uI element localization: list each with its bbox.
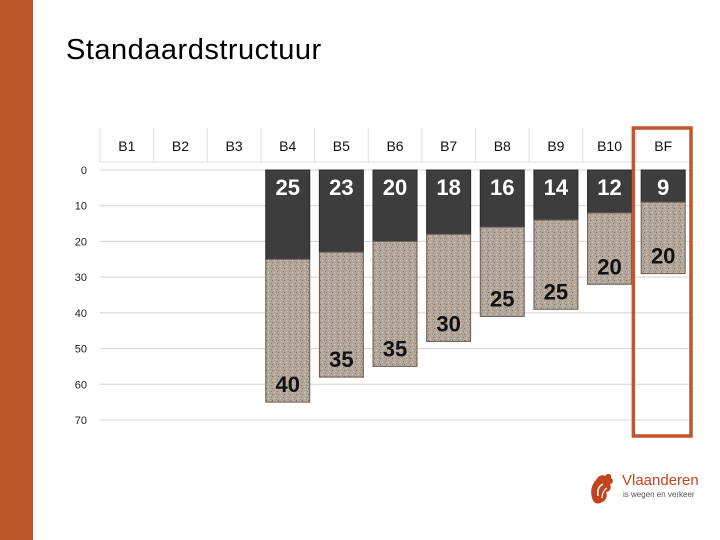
base-layer-value-label: 35 <box>383 336 407 361</box>
flemish-lion-icon <box>591 473 613 504</box>
accent-bar <box>0 0 33 540</box>
top-layer-value-label: 14 <box>544 175 569 200</box>
top-layer-bar <box>587 169 633 214</box>
top-layer-value-label: 25 <box>275 175 299 200</box>
y-tick-label: 0 <box>81 165 87 177</box>
top-layer-value-label: 18 <box>436 175 460 200</box>
top-layer-value-label: 16 <box>490 175 514 200</box>
top-layer-bar <box>426 169 472 235</box>
top-layer-bar <box>318 169 364 253</box>
base-layer-value-label: 40 <box>275 372 299 397</box>
top-layer-value-label: 20 <box>383 175 407 200</box>
base-layer-value-label: 20 <box>651 244 675 269</box>
x-category-label: B6 <box>386 138 403 154</box>
y-tick-label: 50 <box>75 344 87 356</box>
x-category-label: B7 <box>440 138 457 154</box>
x-category-label: B4 <box>279 138 296 154</box>
x-category-label: BF <box>654 138 672 154</box>
logo-tagline: is wegen en verkeer <box>623 490 695 499</box>
base-layer-bar <box>265 258 311 403</box>
x-category-label: B3 <box>226 138 243 154</box>
top-layer-bar <box>479 169 525 228</box>
base-layer-bar <box>318 251 364 378</box>
base-layer-value-label: 30 <box>436 311 460 336</box>
x-category-label: B2 <box>172 138 189 154</box>
y-tick-label: 10 <box>75 201 87 213</box>
base-layer-value-label: 25 <box>544 279 568 304</box>
base-layer-value-label: 35 <box>329 347 353 372</box>
base-layer-value-label: 25 <box>490 286 514 311</box>
highlight-frame <box>631 126 693 438</box>
x-category-label: B8 <box>494 138 511 154</box>
x-category-label: B10 <box>597 138 622 154</box>
slide-title: Standaardstructuur <box>66 34 322 66</box>
logo-name: Vlaanderen <box>622 472 699 489</box>
top-layer-value-label: 9 <box>657 175 669 200</box>
x-category-label: B1 <box>118 138 135 154</box>
vlaanderen-logo: Vlaanderen is wegen en verkeer <box>584 468 704 508</box>
top-layer-value-label: 23 <box>329 175 353 200</box>
base-layer-bar <box>426 233 472 342</box>
y-tick-label: 20 <box>75 236 87 248</box>
top-layer-bar <box>372 169 418 242</box>
base-layer-value-label: 20 <box>597 254 621 279</box>
y-tick-label: 40 <box>75 308 87 320</box>
x-category-label: B9 <box>547 138 564 154</box>
base-layer-bar <box>533 219 579 310</box>
base-layer-bar <box>640 201 686 275</box>
base-layer-bar <box>372 240 418 367</box>
base-layer-bar <box>587 212 633 285</box>
top-layer-bar <box>265 169 311 260</box>
y-tick-label: 30 <box>75 272 87 284</box>
base-layer-bar <box>479 226 525 317</box>
y-tick-label: 60 <box>75 379 87 391</box>
x-category-label: B5 <box>333 138 350 154</box>
top-layer-value-label: 12 <box>597 175 621 200</box>
y-tick-label: 70 <box>75 415 87 427</box>
